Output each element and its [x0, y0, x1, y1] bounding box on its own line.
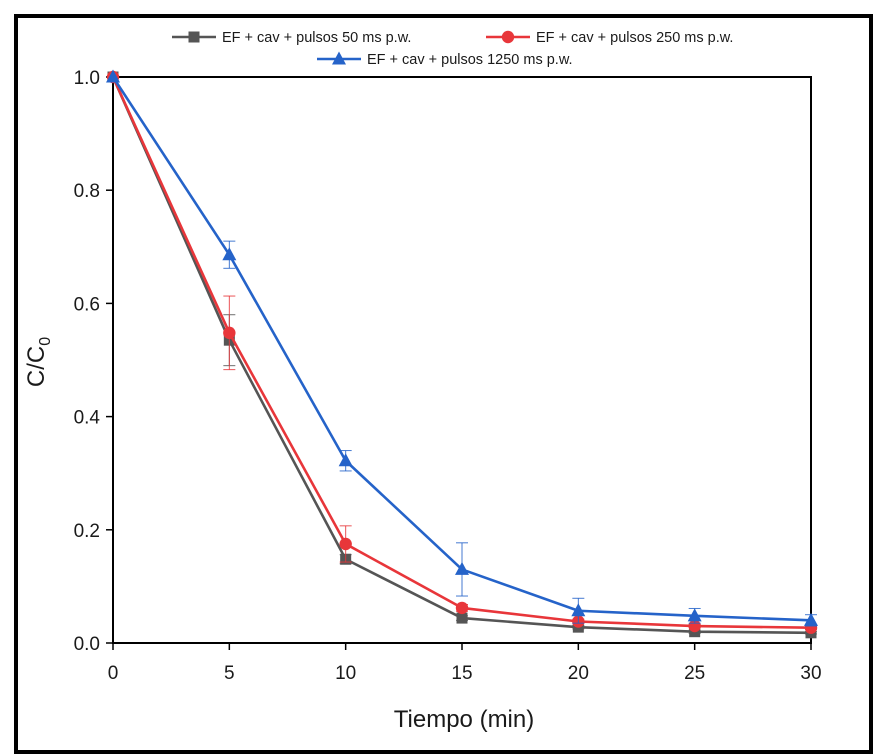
x-tick-label: 5: [224, 663, 235, 684]
x-tick-label: 15: [451, 663, 472, 684]
data-point: [338, 453, 353, 467]
data-point: [804, 612, 818, 626]
legend-marker: [501, 30, 515, 44]
y-tick-label: 0.8: [74, 181, 100, 202]
data-point: [687, 608, 702, 622]
data-point: [571, 603, 586, 617]
y-tick-label: 0.2: [74, 521, 100, 542]
data-point: [456, 612, 468, 624]
y-axis-title-subscript: 0: [37, 337, 54, 346]
line-chart: 0 5 10 15 20 25 30 0.0 0.2 0.4 0.6 0.8 1.0 Tiempo (mi…: [23, 30, 822, 733]
y-axis-title: C/C0: [23, 337, 54, 387]
data-point: [455, 601, 469, 615]
legend-label: EF + cav + pulsos 50 ms p.w.: [222, 30, 411, 46]
y-tick-label: 0.6: [74, 294, 100, 315]
y-tick-label: 0.0: [74, 634, 100, 655]
x-tick-label: 25: [684, 663, 705, 684]
legend-marker: [332, 51, 346, 65]
legend-label: EF + cav + pulsos 250 ms p.w.: [536, 30, 733, 46]
x-tick-label: 10: [335, 663, 356, 684]
x-tick-label: 20: [568, 663, 589, 684]
legend-marker: [188, 31, 200, 43]
legend-item-1: EF + cav + pulsos 50 ms p.w.: [172, 30, 411, 46]
y-tick-label: 1.0: [74, 68, 100, 89]
legend-item-3: EF + cav + pulsos 1250 ms p.w.: [317, 51, 573, 68]
y-tick-label: 0.4: [74, 408, 101, 429]
data-point: [106, 69, 120, 83]
data-point: [222, 247, 237, 261]
data-point: [339, 537, 352, 551]
legend: EF + cav + pulsos 50 ms p.w. EF + cav + p…: [172, 30, 733, 68]
y-axis-title-group: C/C0: [23, 337, 54, 387]
x-axis-title: Tiempo (min): [394, 706, 534, 733]
legend-label: EF + cav + pulsos 1250 ms p.w.: [367, 52, 573, 68]
y-axis-title-main: C/C: [23, 346, 50, 387]
series-line: [111, 76, 812, 622]
data-point: [223, 326, 236, 340]
legend-item-2: EF + cav + pulsos 250 ms p.w.: [486, 30, 733, 46]
data-point: [455, 561, 469, 575]
series-3: [106, 69, 818, 627]
x-tick-label: 0: [108, 663, 119, 684]
x-tick-label: 30: [800, 663, 821, 684]
